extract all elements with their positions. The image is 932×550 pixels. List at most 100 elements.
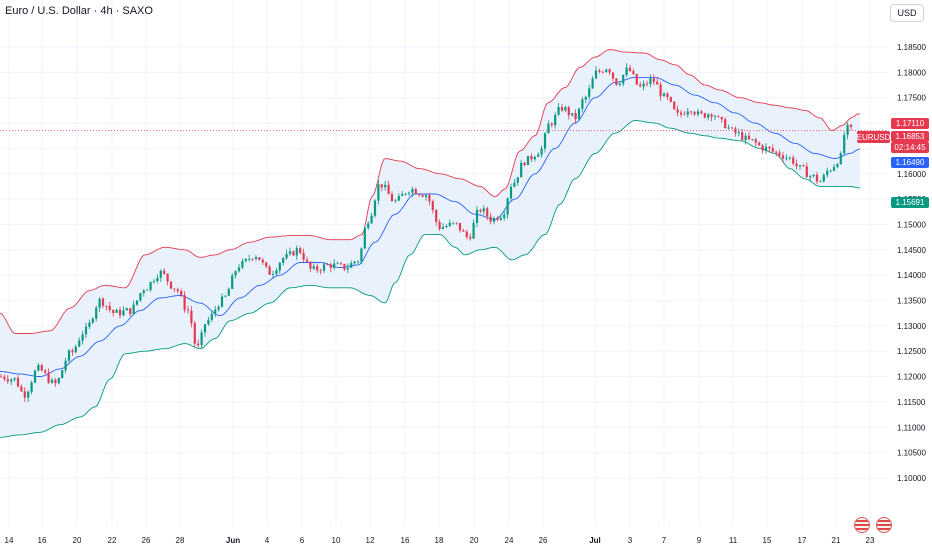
y-tick-label: 1.17500: [897, 94, 926, 103]
candle-body: [526, 155, 530, 166]
y-tick-label: 1.18500: [897, 43, 926, 52]
candle-body: [424, 195, 428, 197]
candle-body: [248, 258, 251, 260]
candle-body: [472, 222, 475, 239]
candle-body: [356, 261, 360, 263]
x-tick-label: 15: [763, 536, 772, 545]
candle-body: [258, 257, 261, 260]
candle-body: [832, 167, 836, 171]
candle-body: [516, 177, 519, 183]
candle-body: [282, 258, 285, 263]
chart-title: Euro / U.S. Dollar · 4h · SAXO: [5, 5, 153, 17]
price-axis[interactable]: 1.185001.180001.175001.170001.160001.155…: [897, 43, 926, 483]
candle-body: [183, 295, 186, 310]
candle-body: [523, 162, 526, 166]
candle-body: [686, 111, 689, 115]
x-tick-label: 21: [832, 536, 841, 545]
y-tick-label: 1.13000: [897, 322, 926, 331]
x-tick-label: 3: [628, 536, 633, 545]
candle-body: [492, 218, 496, 222]
candle-body: [380, 184, 383, 188]
x-tick-label: 7: [662, 536, 667, 545]
candle-body: [295, 248, 298, 256]
time-axis[interactable]: 14 16 20 22 26 28 Jun 4 6 10 12 16 18 20 24 26 Jul 3 7 9 11 1…: [5, 536, 875, 545]
candle-body: [741, 132, 744, 141]
candle-body: [64, 360, 67, 371]
bollinger-lower-band: [0, 120, 861, 438]
candle-body: [645, 83, 649, 85]
candle-body: [795, 163, 798, 167]
candle-body: [118, 309, 122, 316]
candle-body: [798, 165, 802, 167]
candle-body: [469, 236, 472, 239]
x-tick-label: 16: [38, 536, 47, 545]
candle-body: [20, 386, 23, 392]
candle-body: [815, 174, 819, 182]
candle-body: [343, 263, 346, 270]
candle-body: [615, 78, 618, 85]
candle-body: [625, 67, 628, 75]
candle-body: [482, 208, 485, 212]
candle-body: [149, 282, 152, 290]
candle-body: [826, 170, 829, 176]
x-tick-label: Jul: [589, 536, 601, 545]
candle-body: [0, 376, 3, 378]
candle-body: [747, 135, 751, 140]
candle-body: [346, 267, 349, 270]
y-tick-label: 1.12000: [897, 373, 926, 382]
candle-body: [547, 123, 550, 134]
candle-body: [370, 215, 373, 224]
candle-body: [251, 258, 254, 260]
candle-body: [707, 114, 710, 118]
candle-body: [390, 194, 394, 202]
candle-body: [275, 270, 278, 275]
candle-body: [302, 252, 305, 260]
candle-body: [71, 350, 74, 353]
candle-body: [397, 195, 400, 201]
candle-body: [475, 209, 479, 223]
candle-body: [319, 270, 322, 272]
y-tick-label: 1.14500: [897, 246, 926, 255]
candle-body: [683, 114, 686, 116]
candle-body: [13, 377, 16, 380]
candle-body: [710, 114, 713, 117]
candle-body: [771, 148, 774, 152]
candle-body: [730, 127, 734, 129]
us-flag-icon[interactable]: [876, 517, 892, 533]
candle-body: [135, 300, 139, 305]
candle-body: [652, 78, 655, 82]
candle-body: [261, 259, 264, 263]
candle-body: [601, 71, 604, 73]
candle-body: [788, 157, 791, 159]
x-tick-label: 4: [265, 536, 270, 545]
candle-body: [125, 308, 128, 311]
candle-body: [465, 231, 468, 237]
bollinger-upper-band: [0, 49, 860, 334]
candle-body: [105, 305, 108, 307]
candle-body: [88, 322, 91, 327]
candle-body: [237, 267, 241, 272]
bollinger-middle-band: [0, 76, 861, 377]
candle-body: [285, 253, 288, 259]
candle-body: [639, 84, 642, 87]
candle-body: [316, 266, 319, 271]
candle-body: [418, 193, 421, 196]
candle-body: [662, 93, 666, 97]
candle-body: [696, 111, 700, 115]
candle-body: [503, 214, 506, 218]
candle-body: [775, 151, 778, 153]
currency-button[interactable]: USD: [890, 4, 924, 22]
candle-body: [802, 165, 805, 167]
candle-body: [84, 326, 88, 335]
candle-body: [540, 148, 543, 155]
candle-body: [377, 184, 380, 201]
us-flag-icon[interactable]: [854, 517, 870, 533]
candle-body: [557, 107, 560, 115]
y-tick-label: 1.10000: [897, 474, 926, 483]
candle-body: [27, 391, 30, 398]
last-price-label: 1.16853: [896, 132, 925, 141]
candle-body: [642, 83, 645, 87]
y-tick-label: 1.18000: [897, 68, 926, 77]
candle-body: [598, 70, 601, 72]
